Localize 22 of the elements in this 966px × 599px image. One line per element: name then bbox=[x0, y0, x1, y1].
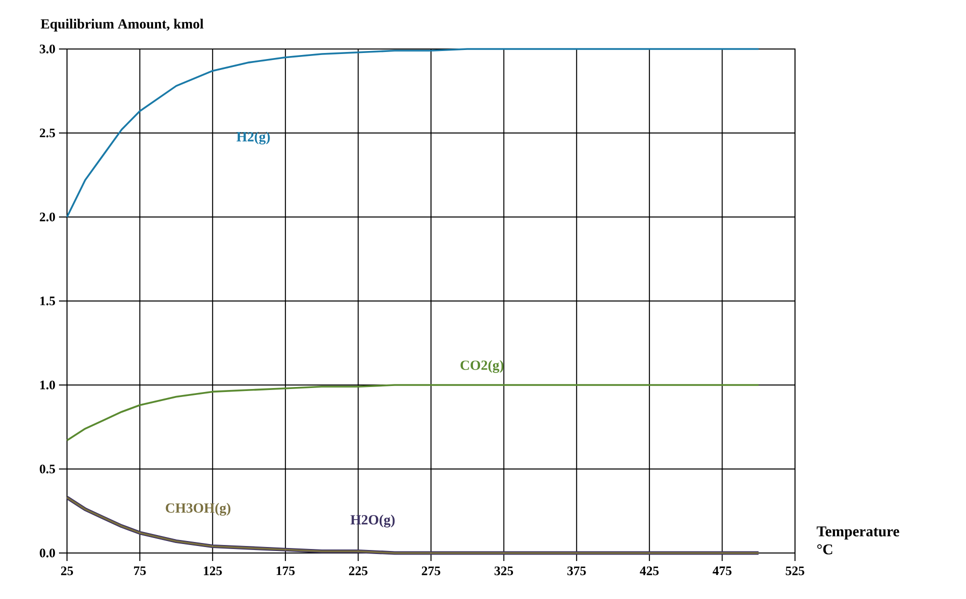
x-axis-title: Temperature °C bbox=[816, 526, 900, 554]
x-tick-label: 225 bbox=[349, 566, 368, 576]
x-tick-label: 475 bbox=[712, 566, 732, 576]
y-tick-label: 0.5 bbox=[40, 464, 56, 474]
x-tick-label: 175 bbox=[276, 566, 295, 576]
x-tick-label: 325 bbox=[494, 566, 514, 576]
y-tick-label: 2.0 bbox=[40, 212, 55, 222]
x-tick-label: 125 bbox=[204, 566, 222, 576]
y-tick-label: 1.5 bbox=[40, 296, 56, 306]
y-axis-title: Equilibrium Amount, kmol bbox=[40, 18, 204, 32]
y-tick-label: 0.0 bbox=[40, 548, 55, 558]
y-tick-label: 2.5 bbox=[40, 128, 56, 138]
series-label: CO2(g) bbox=[460, 360, 504, 373]
y-tick-label: 1.0 bbox=[40, 380, 55, 390]
x-tick-label: 375 bbox=[567, 566, 586, 576]
text: H2(g) bbox=[236, 132, 270, 144]
y-tick-label: 3.0 bbox=[40, 44, 55, 54]
x-tick-label: 75 bbox=[134, 566, 146, 576]
x-tick-label: 425 bbox=[640, 566, 659, 576]
x-tick-label: 275 bbox=[422, 566, 440, 576]
x-tick-label: 525 bbox=[786, 566, 804, 576]
x-tick-label: 25 bbox=[61, 566, 74, 576]
